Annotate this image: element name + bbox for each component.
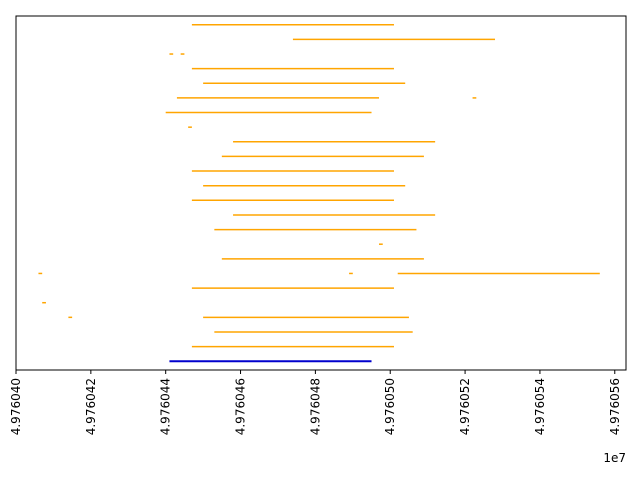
x-tick-label: 4.976040 — [9, 378, 23, 435]
x-tick-label: 4.976044 — [159, 378, 173, 435]
x-tick-label: 4.976050 — [383, 378, 397, 435]
x-tick-label: 4.976054 — [533, 378, 547, 435]
x-axis-offset-label: 1e7 — [603, 451, 626, 465]
x-tick-label: 4.976056 — [608, 378, 622, 435]
x-tick-label: 4.976048 — [308, 378, 322, 435]
x-tick-label: 4.976046 — [234, 378, 248, 435]
x-tick-label: 4.976052 — [458, 378, 472, 435]
axes-frame — [15, 15, 627, 371]
x-axis: 4.976040 4.976042 4.976044 4.976046 4.976048… — [9, 370, 622, 435]
x-tick-label: 4.976042 — [84, 378, 98, 435]
plot-area — [38, 24, 600, 363]
